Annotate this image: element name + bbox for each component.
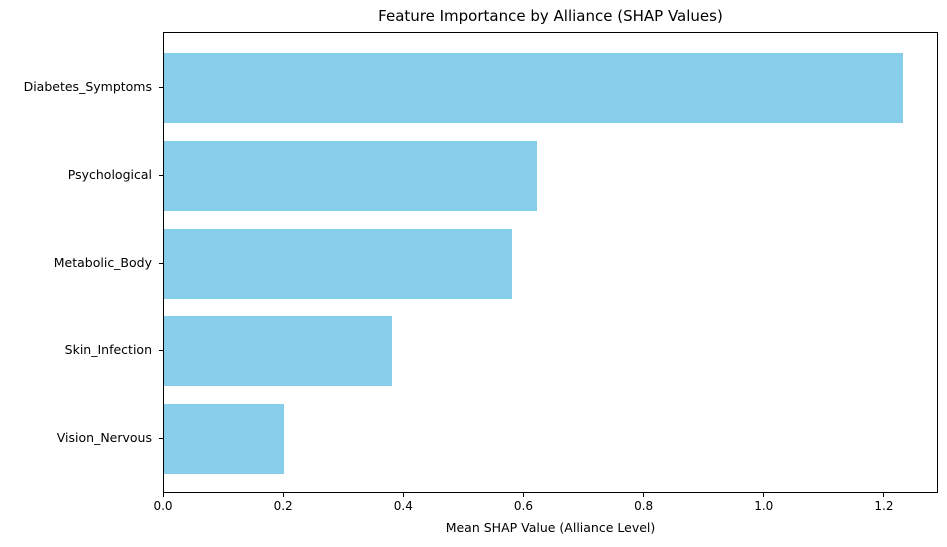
x-tick-mark bbox=[883, 493, 885, 497]
x-tick-label-0.0: 0.0 bbox=[153, 499, 173, 513]
x-tick-label-1.0: 1.0 bbox=[754, 499, 774, 513]
x-tick-mark bbox=[402, 493, 404, 497]
x-tick-label-1.2: 1.2 bbox=[874, 499, 894, 513]
y-tick-mark bbox=[159, 438, 163, 440]
bar-diabetes_symptoms bbox=[164, 52, 903, 123]
y-tick-label-psychological: Psychological bbox=[67, 166, 152, 182]
x-tick-mark bbox=[522, 493, 524, 497]
y-tick-mark bbox=[159, 86, 163, 88]
x-tick-mark bbox=[763, 493, 765, 497]
y-tick-mark bbox=[159, 174, 163, 176]
y-tick-label-skin_infection: Skin_Infection bbox=[64, 342, 152, 358]
plot-area bbox=[163, 32, 938, 493]
x-tick-mark bbox=[643, 493, 645, 497]
bar-vision_nervous bbox=[164, 404, 285, 475]
x-axis-label: Mean SHAP Value (Alliance Level) bbox=[445, 520, 656, 535]
x-tick-label-0.4: 0.4 bbox=[393, 499, 413, 513]
x-tick-mark bbox=[282, 493, 284, 497]
x-tick-mark bbox=[162, 493, 164, 497]
chart-title: Feature Importance by Alliance (SHAP Val… bbox=[378, 7, 723, 25]
x-tick-label-0.8: 0.8 bbox=[634, 499, 654, 513]
y-tick-mark bbox=[159, 262, 163, 264]
y-tick-mark bbox=[159, 350, 163, 352]
x-tick-label-0.6: 0.6 bbox=[513, 499, 533, 513]
bar-skin_infection bbox=[164, 316, 393, 387]
bar-psychological bbox=[164, 140, 537, 211]
x-tick-label-0.2: 0.2 bbox=[273, 499, 293, 513]
y-tick-label-vision_nervous: Vision_Nervous bbox=[56, 430, 152, 446]
y-tick-label-metabolic_body: Metabolic_Body bbox=[53, 254, 152, 270]
bar-metabolic_body bbox=[164, 228, 513, 299]
y-tick-label-diabetes_symptoms: Diabetes_Symptoms bbox=[23, 78, 152, 94]
